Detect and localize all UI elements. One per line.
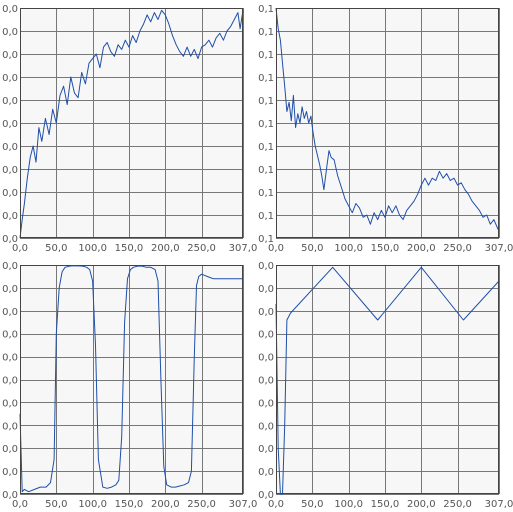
y-tick-label: 0,1 <box>258 142 274 153</box>
y-tick-label: 0,0 <box>2 421 18 432</box>
y-tick-label: 0,0 <box>258 444 274 455</box>
y-tick-label: 0,0 <box>2 188 18 199</box>
x-tick-label: 0,0 <box>268 243 284 254</box>
y-tick-label: 0,0 <box>2 234 18 245</box>
x-tick-label: 307,0 <box>229 499 258 510</box>
y-tick-label: 0,0 <box>2 398 18 409</box>
y-tick-label: 0,0 <box>2 307 18 318</box>
y-tick-label: 0,0 <box>2 444 18 455</box>
x-tick-label: 50,0 <box>301 499 323 510</box>
x-tick-label: 0,0 <box>12 243 28 254</box>
y-tick-label: 0,0 <box>2 490 18 501</box>
y-tick-label: 0,0 <box>2 353 18 364</box>
x-tick-label: 200,0 <box>151 499 180 510</box>
series-line <box>275 266 500 495</box>
y-tick-label: 0,0 <box>2 119 18 130</box>
x-tick-label: 100,0 <box>78 243 107 254</box>
y-tick-label: 0,0 <box>2 284 18 295</box>
chart-panel-bottom-right: 0,0 50,0 100,0 150,0 200,0 250,0 307,00,00,00,… <box>258 261 513 510</box>
x-tick-label: 50,0 <box>45 499 67 510</box>
chart-panel-top-right: 0,0 50,0 100,0 150,0 200,0 250,0 307,0 0,1 0,1 0,… <box>258 4 513 254</box>
plot-area <box>20 265 243 494</box>
y-tick-label: 0,1 <box>258 211 274 222</box>
y-tick-label: 0,0 <box>258 353 274 364</box>
x-tick-label: 50,0 <box>301 243 323 254</box>
x-tick-label: 100,0 <box>334 243 363 254</box>
y-tick-label: 0,0 <box>258 490 274 501</box>
y-tick-label: 0,0 <box>2 96 18 107</box>
y-tick-label: 0,0 <box>2 467 18 478</box>
x-tick-label: 150,0 <box>371 499 400 510</box>
x-tick-label: 200,0 <box>407 243 436 254</box>
x-tick-label: 100,0 <box>78 499 107 510</box>
x-tick-label: 50,0 <box>45 243 67 254</box>
x-tick-label: 0,0 <box>268 499 284 510</box>
y-tick-label: 0,0 <box>2 330 18 341</box>
y-tick-label: 0,1 <box>258 96 274 107</box>
y-tick-label: 0,1 <box>258 119 274 130</box>
x-tick-label: 307,0 <box>229 243 258 254</box>
plot-frame <box>20 8 243 238</box>
y-tick-label: 0,0 <box>2 165 18 176</box>
y-tick-label: 0,0 <box>2 261 18 272</box>
x-tick-label: 307,0 <box>485 499 513 510</box>
series-line <box>19 9 244 239</box>
y-tick-label: 0,0 <box>2 27 18 38</box>
x-tick-label: 0,0 <box>12 499 28 510</box>
x-tick-label: 150,0 <box>115 499 144 510</box>
y-tick-label: 0,0 <box>258 261 274 272</box>
y-tick-label: 0,0 <box>258 398 274 409</box>
chart-panel-top-left: 0,0 50,0 100,0 150,0 200,0 250,0 307,00,00,00,… <box>2 4 257 254</box>
plot-area <box>276 265 499 494</box>
y-tick-label: 0,1 <box>258 4 274 15</box>
y-tick-label: 0,0 <box>258 467 274 478</box>
y-tick-label: 0,0 <box>2 4 18 15</box>
y-tick-label: 0,1 <box>258 73 274 84</box>
x-tick-label: 150,0 <box>371 243 400 254</box>
y-tick-label: 0,0 <box>2 376 18 387</box>
y-tick-label: 0,1 <box>258 234 274 245</box>
chart-panel-bottom-left: 0,0 50,0 100,0 150,0 200,0 250,0 307,00,00,00,… <box>2 261 257 510</box>
series-line <box>275 7 500 232</box>
y-tick-label: 0,0 <box>2 211 18 222</box>
y-tick-label: 0,0 <box>2 73 18 84</box>
x-tick-label: 250,0 <box>443 243 472 254</box>
plot-frame <box>20 265 243 494</box>
x-tick-label: 250,0 <box>187 499 216 510</box>
x-tick-label: 200,0 <box>151 243 180 254</box>
y-tick-label: 0,1 <box>258 165 274 176</box>
y-tick-label: 0,0 <box>258 421 274 432</box>
y-tick-label: 0,0 <box>258 307 274 318</box>
x-tick-label: 250,0 <box>187 243 216 254</box>
series-line <box>19 265 243 493</box>
y-tick-label: 0,1 <box>258 50 274 61</box>
y-tick-label: 0,0 <box>258 330 274 341</box>
x-tick-label: 200,0 <box>407 499 436 510</box>
x-tick-label: 250,0 <box>443 499 472 510</box>
y-tick-label: 0,1 <box>258 27 274 38</box>
y-tick-label: 0,0 <box>2 142 18 153</box>
y-tick-label: 0,0 <box>258 376 274 387</box>
x-tick-label: 307,0 <box>485 243 513 254</box>
x-tick-label: 100,0 <box>334 499 363 510</box>
x-tick-label: 150,0 <box>115 243 144 254</box>
plot-frame <box>276 8 499 238</box>
y-tick-label: 0,1 <box>258 188 274 199</box>
plot-frame <box>276 265 499 494</box>
y-tick-label: 0,0 <box>2 50 18 61</box>
y-tick-label: 0,0 <box>258 284 274 295</box>
